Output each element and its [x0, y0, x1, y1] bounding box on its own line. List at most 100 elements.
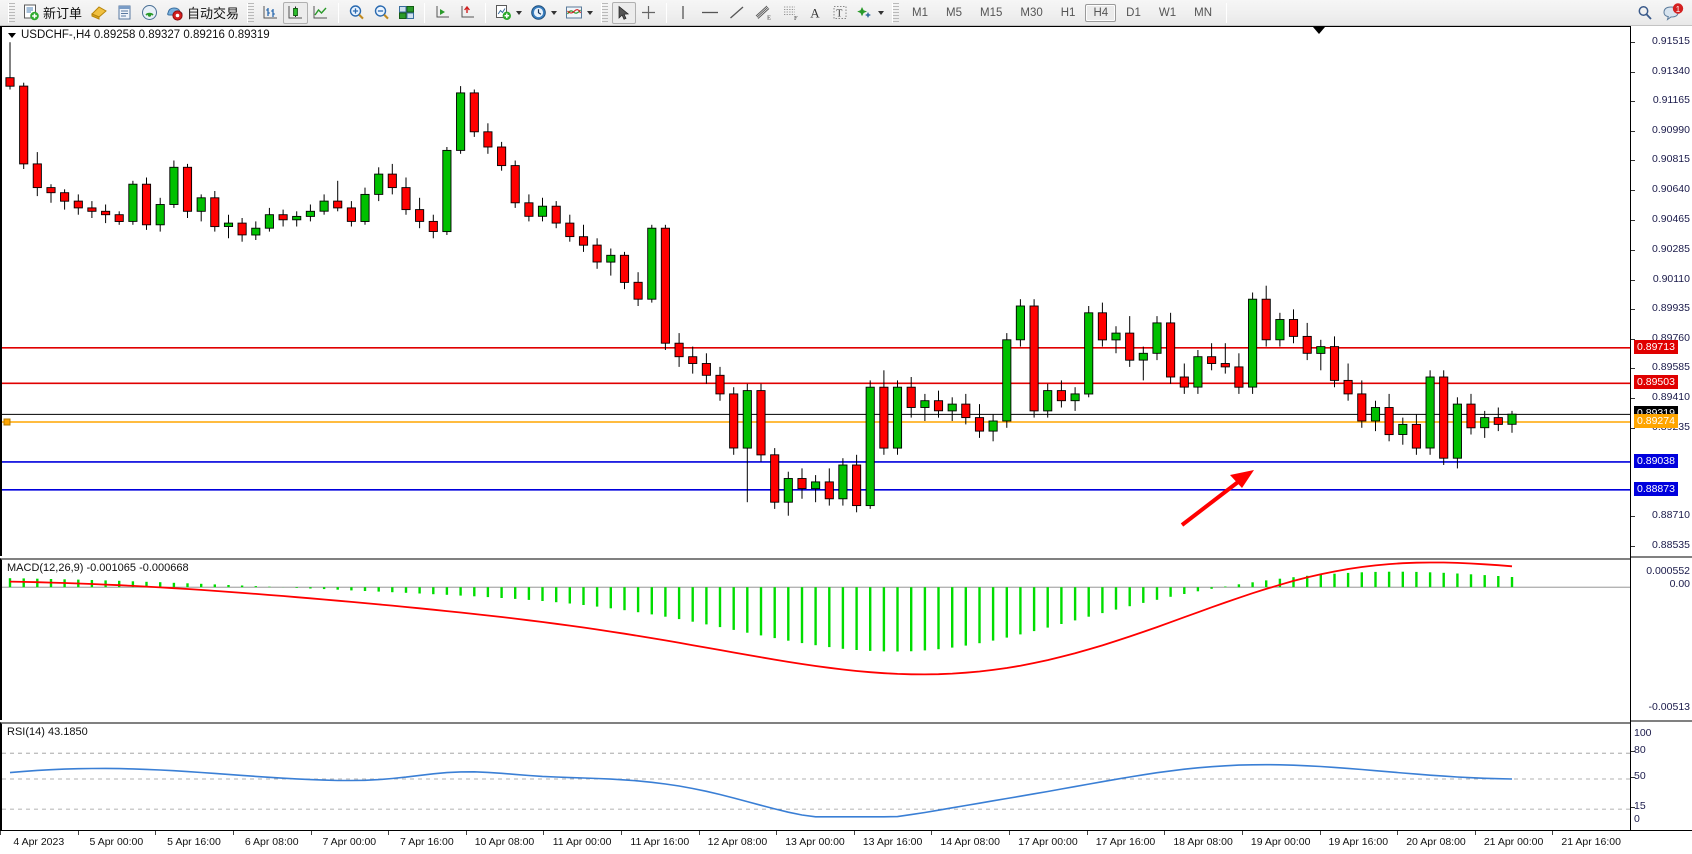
- data-window-button[interactable]: [112, 2, 137, 24]
- templates-dropdown-caret[interactable]: [587, 10, 594, 15]
- price-level-badge-support[interactable]: 0.88873: [1634, 481, 1678, 496]
- trendline-button[interactable]: [724, 2, 750, 24]
- expert-advisor-button[interactable]: [86, 2, 112, 24]
- timeframe-m15[interactable]: M15: [980, 6, 1003, 19]
- price-tick-mark: [1631, 398, 1635, 399]
- toolbar-divider-1: [338, 2, 340, 23]
- fibonacci-button[interactable]: F: [777, 2, 804, 24]
- price-tick-mark: [1631, 219, 1635, 221]
- horizontal-line-button[interactable]: [696, 2, 724, 24]
- autotrade-label: 自动交易: [187, 7, 240, 22]
- chart-area[interactable]: USDCHF-,H4 0.89258 0.89327 0.89216 0.893…: [0, 26, 1692, 854]
- price-level-badge-bid-line[interactable]: 0.89274: [1634, 414, 1678, 428]
- objects-dropdown-caret[interactable]: [878, 10, 885, 15]
- time-tick-label: 20 Apr 08:00: [1406, 836, 1466, 848]
- svg-text:T: T: [836, 9, 842, 20]
- time-tick-label: 19 Apr 16:00: [1328, 836, 1389, 848]
- price-level-badge-resistance[interactable]: 0.89503: [1634, 375, 1678, 390]
- rsi-label: RSI(14) 43.1850: [7, 726, 88, 738]
- text-button[interactable]: T: [828, 2, 852, 24]
- timeframe-h1[interactable]: H1: [1060, 6, 1076, 19]
- new-order-button[interactable]: 新订单: [19, 2, 86, 24]
- time-tick-mark: [1319, 831, 1321, 835]
- toolbar-divider-2: [424, 2, 426, 23]
- equidistant-channel-button[interactable]: E: [750, 2, 777, 24]
- bar-chart-button[interactable]: [258, 2, 283, 24]
- timeframe-d1[interactable]: D1: [1126, 6, 1141, 19]
- autoscroll-button[interactable]: [455, 2, 480, 24]
- periods-dropdown-caret[interactable]: [551, 10, 558, 15]
- price-level-badge-support[interactable]: 0.89038: [1634, 453, 1678, 468]
- timeframe-w1[interactable]: W1: [1158, 6, 1177, 19]
- toolbar-divider-3: [485, 2, 487, 23]
- toolbar-grip-3[interactable]: [601, 2, 609, 23]
- rsi-tick-label: 100: [1634, 727, 1652, 739]
- indicators-button[interactable]: [491, 2, 526, 24]
- signals-button[interactable]: [137, 2, 162, 24]
- price-scale[interactable]: 0.91515 0.91340 0.91165 0.90990 0.90815 0.906…: [1630, 26, 1692, 830]
- rsi-pane[interactable]: RSI(14) 43.1850: [0, 722, 1630, 830]
- templates-button[interactable]: [561, 2, 597, 24]
- zoom-in-button[interactable]: [344, 2, 369, 24]
- timeframe-h4[interactable]: H4: [1085, 3, 1117, 22]
- rsi-tick-mark: [1631, 777, 1635, 778]
- rsi-plot: [2, 752, 1630, 818]
- price-tick-mark: [1631, 71, 1635, 73]
- autoscroll-icon: [461, 5, 475, 18]
- timeframe-m30[interactable]: M30: [1020, 6, 1043, 19]
- vertical-line-icon: [682, 6, 684, 19]
- vertical-line-button[interactable]: [672, 2, 696, 24]
- timeframe-m1[interactable]: M1: [912, 6, 929, 19]
- price-tick-mark: [1631, 279, 1635, 281]
- indicators-dropdown-caret[interactable]: [516, 10, 523, 15]
- timeframe-m5[interactable]: M5: [946, 6, 962, 19]
- candlestick-button[interactable]: [283, 1, 309, 24]
- time-tick-mark: [853, 831, 855, 835]
- toolbar-grip-2[interactable]: [247, 2, 255, 23]
- time-tick-label: 5 Apr 00:00: [89, 836, 144, 848]
- crosshair-button[interactable]: [636, 2, 661, 24]
- timeframe-mn[interactable]: MN: [1194, 6, 1212, 19]
- line-chart-button[interactable]: [308, 2, 333, 24]
- time-tick-mark: [543, 831, 545, 835]
- objects-icon: [857, 7, 872, 18]
- svg-text:E: E: [767, 15, 771, 22]
- crosshair-icon: [642, 6, 656, 19]
- timeframe-group: M1 M5 M15 M30 H1 H4 D1 W1 MN: [903, 3, 1221, 22]
- time-tick-mark: [1397, 831, 1399, 835]
- tile-windows-icon: [399, 6, 415, 19]
- chart-menu-caret-icon[interactable]: [8, 32, 16, 38]
- time-scale[interactable]: 4 Apr 2023 5 Apr 00:00 5 Apr 16:00 6 Apr 08…: [0, 830, 1692, 854]
- autotrade-button[interactable]: 自动交易: [162, 2, 243, 24]
- price-tick-label: 0.90640: [1652, 183, 1690, 195]
- notification-button[interactable]: 1: [1658, 2, 1688, 24]
- templates-icon: [566, 6, 583, 19]
- chart-symbol-timeframe-ohlc: USDCHF-,H4 0.89258 0.89327 0.89216 0.893…: [21, 29, 270, 41]
- macd-pane[interactable]: MACD(12,26,9) -0.001065 -0.000668: [0, 558, 1630, 720]
- text-label-button[interactable]: A: [804, 2, 828, 24]
- price-tick-label: 0.88710: [1652, 509, 1690, 522]
- chart-header: USDCHF-,H4 0.89258 0.89327 0.89216 0.893…: [8, 29, 270, 41]
- axis-divider-rsi: [1631, 720, 1692, 722]
- toolbar-grip[interactable]: [8, 2, 15, 23]
- price-tick-mark: [1631, 338, 1635, 340]
- time-tick-label: 4 Apr 2023: [13, 836, 65, 848]
- cursor-button[interactable]: [612, 1, 637, 24]
- time-tick-mark: [1474, 831, 1476, 835]
- toolbar-grip-4[interactable]: [892, 2, 900, 23]
- price-level-badge-resistance[interactable]: 0.89713: [1634, 339, 1678, 354]
- time-tick-label: 7 Apr 16:00: [400, 836, 454, 848]
- time-tick-label: 6 Apr 08:00: [244, 836, 299, 848]
- price-candles: [2, 42, 1630, 527]
- objects-button[interactable]: [852, 2, 888, 24]
- price-pane[interactable]: USDCHF-,H4 0.89258 0.89327 0.89216 0.893…: [0, 26, 1630, 556]
- periods-button[interactable]: [526, 2, 561, 24]
- tile-windows-button[interactable]: [394, 2, 419, 24]
- search-button[interactable]: [1632, 2, 1658, 24]
- search-icon: [1638, 5, 1652, 20]
- zoom-out-button[interactable]: [369, 2, 394, 24]
- time-tick-label: 7 Apr 00:00: [322, 836, 377, 848]
- shift-end-button[interactable]: [430, 2, 455, 24]
- macd-tick-label: 0.000552: [1646, 565, 1690, 577]
